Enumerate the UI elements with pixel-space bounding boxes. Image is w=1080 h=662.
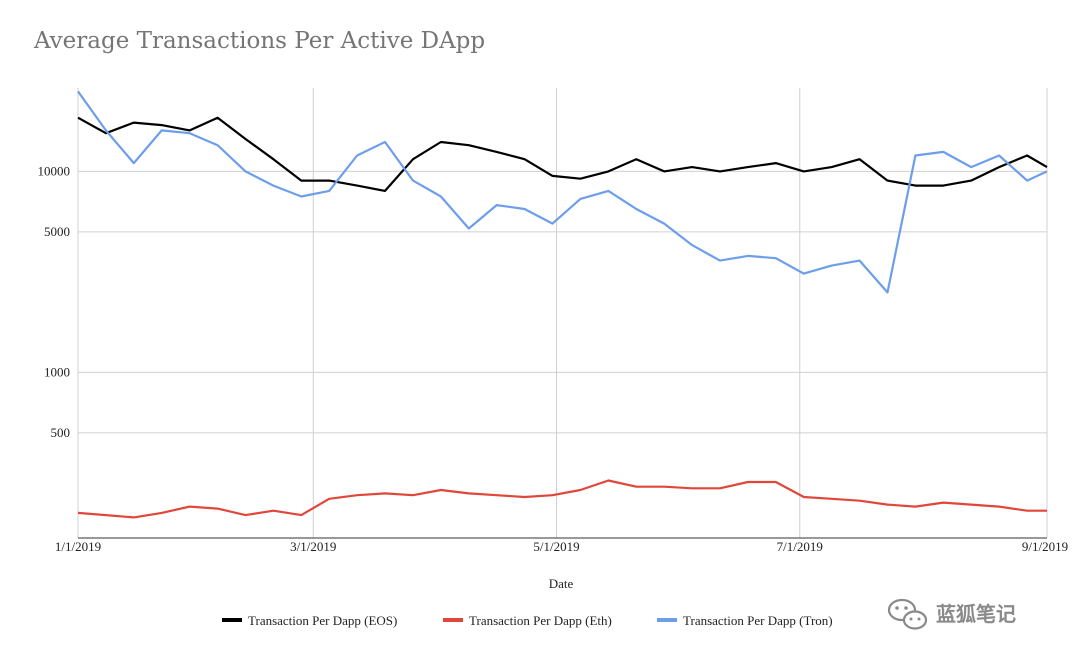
legend-swatch — [443, 618, 463, 622]
wechat-icon — [887, 598, 928, 630]
legend-swatch — [657, 618, 677, 622]
y-tick-label: 500 — [51, 425, 71, 440]
x-tick-label: 7/1/2019 — [777, 539, 823, 554]
series-line-1 — [77, 479, 1047, 519]
legend-label: Transaction Per Dapp (Eth) — [469, 613, 612, 628]
legend-label: Transaction Per Dapp (Tron) — [683, 613, 833, 628]
grid-lines — [77, 88, 1048, 539]
legend-item: Transaction Per Dapp (EOS) — [222, 613, 397, 628]
watermark: 蓝狐笔记 — [887, 598, 1016, 630]
series-line-0 — [77, 116, 1048, 192]
x-tick-label: 3/1/2019 — [290, 539, 336, 554]
series-lines — [77, 90, 1048, 519]
legend: Transaction Per Dapp (EOS) Transaction Pe… — [222, 613, 833, 628]
x-tick-label: 1/1/2019 — [55, 539, 101, 554]
legend-label: Transaction Per Dapp (EOS) — [248, 613, 397, 628]
x-tick-label: 5/1/2019 — [533, 539, 579, 554]
series-line-2 — [77, 90, 1048, 294]
y-axis-ticks: 500 1000 5000 10000 — [38, 163, 71, 439]
x-axis-ticks: 1/1/2019 3/1/2019 5/1/2019 7/1/2019 9/1/2019 — [55, 539, 1068, 554]
y-tick-label: 5000 — [44, 224, 70, 239]
chart-title: Average Transactions Per Active DApp — [34, 28, 486, 54]
y-tick-label: 1000 — [44, 364, 70, 379]
legend-item: Transaction Per Dapp (Tron) — [657, 613, 833, 628]
y-tick-label: 10000 — [38, 163, 71, 178]
x-tick-label: 9/1/2019 — [1022, 539, 1068, 554]
legend-swatch — [222, 618, 242, 622]
watermark-text: 蓝狐笔记 — [936, 602, 1016, 626]
x-axis-title: Date — [549, 576, 574, 591]
legend-item: Transaction Per Dapp (Eth) — [443, 613, 612, 628]
